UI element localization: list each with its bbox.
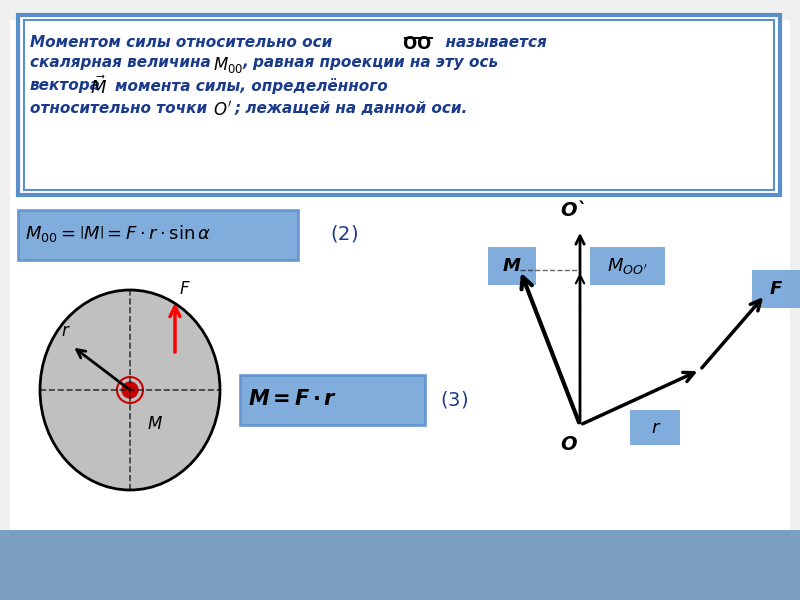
Text: $(2)$: $(2)$ <box>330 223 358 245</box>
Text: $\mathit{O}'$: $\mathit{O}'$ <box>213 101 232 120</box>
Text: $\mathbf{OO}$: $\mathbf{OO}$ <box>402 35 431 53</box>
Text: $M_{OO'}$: $M_{OO'}$ <box>606 256 647 276</box>
Text: $(3)$: $(3)$ <box>440 389 468 409</box>
FancyBboxPatch shape <box>752 270 800 308</box>
FancyBboxPatch shape <box>18 210 298 260</box>
Text: вектора: вектора <box>30 78 101 93</box>
FancyBboxPatch shape <box>240 375 425 425</box>
FancyBboxPatch shape <box>590 247 665 285</box>
Text: относительно точки: относительно точки <box>30 101 212 116</box>
Text: $M_{00} = \left|M\right| = F \cdot r \cdot \sin\alpha$: $M_{00} = \left|M\right| = F \cdot r \cd… <box>25 223 211 245</box>
Text: F: F <box>180 280 190 298</box>
Text: O: O <box>560 435 577 454</box>
FancyBboxPatch shape <box>24 20 774 190</box>
Text: скалярная величина: скалярная величина <box>30 55 216 70</box>
Text: , равная проекции на эту ось: , равная проекции на эту ось <box>243 55 499 70</box>
Text: называется: называется <box>435 35 546 50</box>
Text: M: M <box>503 257 521 275</box>
Text: ; лежащей на данной оси.: ; лежащей на данной оси. <box>235 101 468 116</box>
FancyBboxPatch shape <box>630 410 680 445</box>
Text: O`: O` <box>560 201 586 220</box>
FancyBboxPatch shape <box>18 15 780 195</box>
Text: $\vec{\mathit{M}}$: $\vec{\mathit{M}}$ <box>90 75 107 98</box>
Bar <box>0 530 800 600</box>
Ellipse shape <box>40 290 220 490</box>
Text: r: r <box>61 322 68 340</box>
Text: $\boldsymbol{M = F \cdot r}$: $\boldsymbol{M = F \cdot r}$ <box>248 389 337 409</box>
Text: M: M <box>148 415 162 433</box>
Text: момента силы, определённого: момента силы, определённого <box>115 78 388 94</box>
Circle shape <box>122 382 138 398</box>
FancyBboxPatch shape <box>488 247 536 285</box>
FancyBboxPatch shape <box>10 20 790 530</box>
Text: Моментом силы относительно оси: Моментом силы относительно оси <box>30 35 338 50</box>
Text: $\mathit{M}_{00}$: $\mathit{M}_{00}$ <box>213 55 243 75</box>
Text: F: F <box>770 280 782 298</box>
Text: r: r <box>651 419 658 437</box>
